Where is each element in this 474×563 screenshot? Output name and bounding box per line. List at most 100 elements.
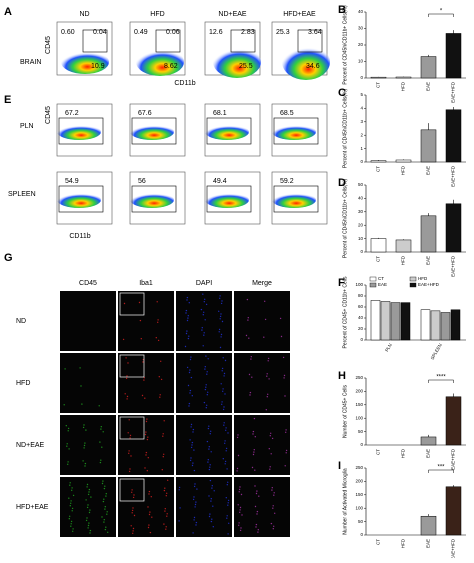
cell-signal	[223, 406, 225, 408]
column-title: DAPI	[196, 280, 212, 287]
cell-signal	[194, 483, 196, 485]
cell-signal	[89, 532, 91, 534]
cell-signal	[167, 479, 169, 481]
cell-signal	[209, 479, 212, 482]
cell-signal	[71, 507, 74, 510]
cell-signal	[133, 494, 135, 496]
group-title: ND+EAE	[218, 11, 247, 18]
cell-signal	[104, 508, 106, 510]
micrograph	[176, 291, 232, 351]
micrograph	[234, 291, 290, 351]
y-tick-label: 0	[360, 532, 363, 537]
cell-signal	[223, 375, 225, 377]
row-label: ND+EAE	[16, 442, 45, 449]
y-tick-label: 200	[355, 479, 363, 484]
inset-box	[119, 416, 145, 440]
micrograph	[118, 477, 174, 537]
cell-signal	[141, 394, 144, 397]
cell-signal	[147, 506, 149, 508]
cell-signal	[68, 448, 70, 450]
cell-signal	[84, 465, 86, 467]
bar	[445, 486, 462, 536]
bar	[390, 302, 401, 341]
cell-signal	[160, 378, 163, 381]
micrograph	[234, 415, 290, 475]
cell-signal	[195, 501, 197, 503]
y-tick-label: 0	[360, 75, 363, 80]
cell-signal	[274, 512, 276, 514]
significance-bracket	[428, 379, 454, 383]
cell-signal	[86, 517, 88, 519]
micrograph	[234, 477, 290, 537]
cell-signal	[188, 371, 191, 374]
cell-signal	[146, 418, 148, 420]
cell-signal	[106, 513, 108, 515]
flow-density	[205, 192, 249, 208]
cell-signal	[269, 435, 271, 437]
bar	[420, 56, 437, 79]
cell-signal	[203, 332, 205, 334]
cell-signal	[124, 393, 126, 395]
cell-signal	[283, 377, 285, 379]
cell-signal	[270, 432, 272, 434]
cell-signal	[253, 449, 255, 451]
cell-signal	[148, 493, 150, 495]
y-tick-label: 40	[358, 9, 364, 14]
cell-signal	[208, 515, 211, 518]
x-tick-label: EAE+HFD	[451, 81, 456, 103]
cell-signal	[282, 356, 285, 359]
cell-signal	[211, 518, 213, 520]
cell-signal	[187, 384, 190, 387]
cell-signal	[250, 356, 252, 358]
cell-signal	[220, 333, 223, 336]
cell-signal	[157, 319, 159, 321]
cell-signal	[254, 436, 256, 438]
cell-signal	[237, 454, 240, 457]
cell-signal	[220, 302, 223, 305]
cell-signal	[191, 464, 194, 467]
bar	[400, 302, 411, 341]
cell-signal	[208, 446, 210, 448]
bar	[445, 203, 462, 253]
cell-signal	[212, 526, 214, 528]
y-tick-label: 40	[358, 196, 364, 201]
cell-signal	[221, 320, 224, 323]
cell-signal	[190, 423, 193, 426]
inset-box	[119, 478, 145, 502]
cell-signal	[131, 509, 134, 512]
cell-signal	[138, 301, 141, 304]
y-tick-label: 60	[358, 304, 364, 309]
legend-swatch	[409, 276, 417, 282]
x-tick-label: HFD	[401, 538, 406, 548]
cell-signal	[251, 376, 253, 378]
cell-signal	[187, 315, 189, 317]
cell-signal	[67, 461, 69, 463]
cell-signal	[264, 318, 267, 321]
cell-signal	[267, 360, 269, 362]
cell-signal	[238, 522, 240, 524]
gate	[206, 117, 252, 145]
y-tick-label: 100	[355, 415, 363, 420]
inset-box	[119, 292, 145, 316]
cell-signal	[221, 401, 223, 403]
cell-signal	[179, 507, 181, 509]
cell-signal	[227, 432, 229, 434]
y-tick-label: 80	[358, 293, 364, 298]
cell-signal	[194, 506, 196, 508]
cell-signal	[157, 321, 159, 323]
cell-signal	[131, 489, 133, 491]
cell-signal	[129, 468, 131, 470]
cell-signal	[80, 385, 82, 387]
legend-label: EAE+HFD	[418, 282, 440, 287]
y-tick-label: 1	[360, 146, 363, 151]
cell-signal	[224, 442, 226, 444]
cell-signal	[219, 346, 222, 349]
y-tick-label: 10	[358, 236, 364, 241]
cell-signal	[222, 408, 225, 411]
cell-signal	[205, 355, 207, 357]
cell-signal	[143, 379, 145, 381]
cell-signal	[126, 398, 128, 400]
cell-signal	[205, 384, 207, 386]
y-axis-label: Percent of CD45hiCD11b+ Cells(%)	[342, 5, 348, 85]
bar	[445, 109, 462, 163]
